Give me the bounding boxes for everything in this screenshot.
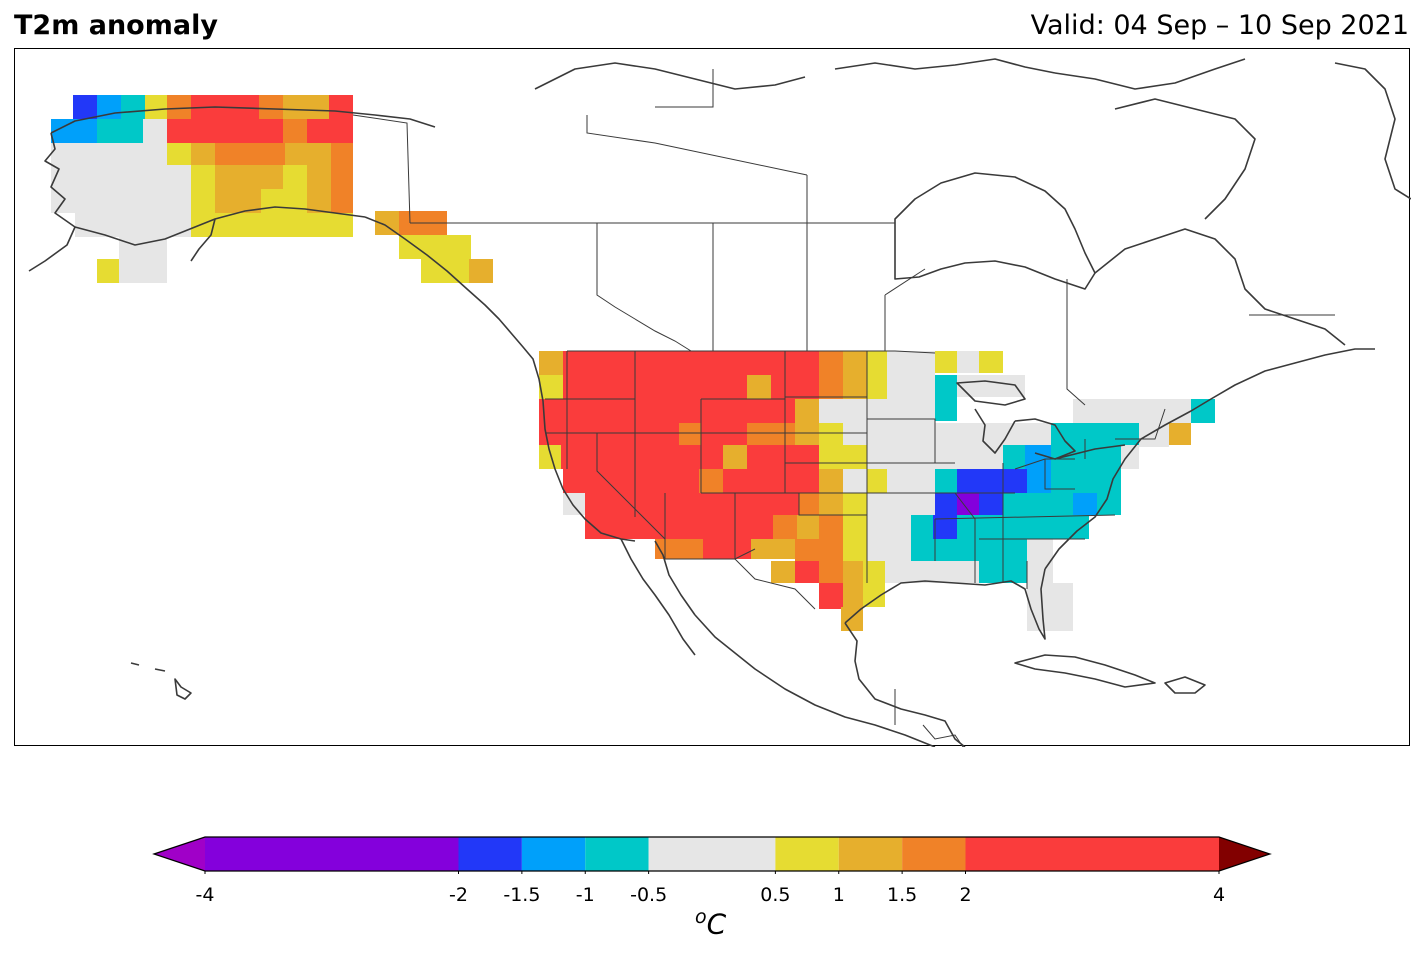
colorbar-under-extension <box>154 837 205 871</box>
colorbar-tick-label: -0.5 <box>630 884 668 906</box>
colorbar-bin-1 <box>458 837 522 871</box>
colorbar <box>152 836 1272 874</box>
colorbar-bin-5 <box>775 837 839 871</box>
colorbar-tick-label: -4 <box>195 884 215 906</box>
colorbar-tick-label: 1.5 <box>887 884 918 906</box>
colorbar-unit-label: oC <box>695 906 727 941</box>
colorbar-tick-label: 1 <box>832 884 845 906</box>
colorbar-bin-7 <box>902 837 966 871</box>
political-borders <box>352 69 1335 747</box>
colorbar-tick-label: -1 <box>575 884 595 906</box>
anomaly-grid <box>51 95 1215 631</box>
colorbar-tick-label: -2 <box>449 884 468 906</box>
colorbar-bin-3 <box>585 837 649 871</box>
coastlines <box>28 58 1411 747</box>
colorbar-tick-label: -1.5 <box>503 884 541 906</box>
colorbar-tick-label: 4 <box>1212 884 1226 906</box>
colorbar-bin-6 <box>838 837 903 871</box>
colorbar-bin-0 <box>205 837 459 871</box>
colorbar-bin-8 <box>965 837 1219 871</box>
colorbar-tick-label: 2 <box>959 884 972 906</box>
colorbar-bin-4 <box>648 837 776 871</box>
colorbar-bin-2 <box>521 837 586 871</box>
map-canvas <box>28 58 1411 747</box>
anomaly-map <box>14 48 1411 747</box>
valid-period: Valid: 04 Sep – 10 Sep 2021 <box>1030 10 1409 41</box>
colorbar-over-extension <box>1219 837 1270 871</box>
colorbar-tick-label: 0.5 <box>760 884 791 906</box>
map-title: T2m anomaly <box>14 10 218 41</box>
